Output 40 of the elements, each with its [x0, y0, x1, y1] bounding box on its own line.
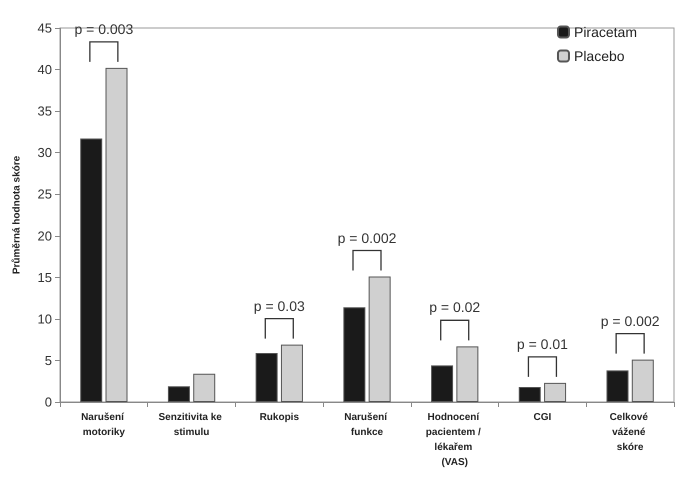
y-tick-label: 5: [44, 352, 52, 368]
bar: [280, 344, 303, 402]
bar: [368, 276, 391, 402]
bar: [193, 374, 216, 402]
y-tick-label: 35: [38, 104, 52, 119]
legend-label: Placebo: [574, 48, 625, 64]
y-axis-title: Průměrná hodnota skóre: [10, 155, 22, 274]
x-tick-label: Narušení motoriky: [81, 412, 127, 438]
annotation: p = 0.01: [516, 336, 568, 352]
y-tick-label: 15: [38, 270, 52, 285]
bar: [343, 307, 366, 402]
bar: [632, 360, 654, 402]
annotation: p = 0.02: [429, 299, 480, 316]
bar: [256, 352, 278, 402]
bar: [456, 346, 478, 402]
y-tick-label: 10: [38, 311, 52, 326]
y-tick-label: 30: [38, 145, 52, 160]
annotation: p = 0.002: [600, 312, 660, 329]
bar: [80, 138, 102, 402]
bar: [518, 387, 541, 402]
x-tick-label: Senzitivita ke stimulu: [158, 412, 225, 438]
bar: [544, 382, 566, 402]
annotation: p = 0.002: [338, 230, 396, 246]
y-tick-label: 25: [38, 186, 52, 202]
x-tick-label: Narušení funkce: [344, 412, 390, 438]
y-tick-label: 40: [38, 62, 52, 78]
y-tick-label: 0: [44, 394, 52, 410]
x-tick-label: Celkové vážené skóre: [610, 412, 651, 453]
bar: [606, 370, 628, 402]
annotation: p = 0.003: [74, 20, 134, 37]
legend-label: Piracetam: [574, 24, 638, 40]
x-tick-label: Rukopis: [260, 412, 300, 423]
x-tick-label: CGI: [534, 412, 552, 423]
bar: [106, 68, 128, 402]
bar: [168, 386, 190, 402]
y-tick-label: 45: [38, 20, 52, 36]
bar: [431, 365, 454, 402]
annotation: p = 0.03: [254, 298, 305, 314]
y-tick-label: 20: [38, 228, 52, 244]
x-tick-label: Hodnocení pacientem / lékařem (VAS): [426, 412, 484, 468]
